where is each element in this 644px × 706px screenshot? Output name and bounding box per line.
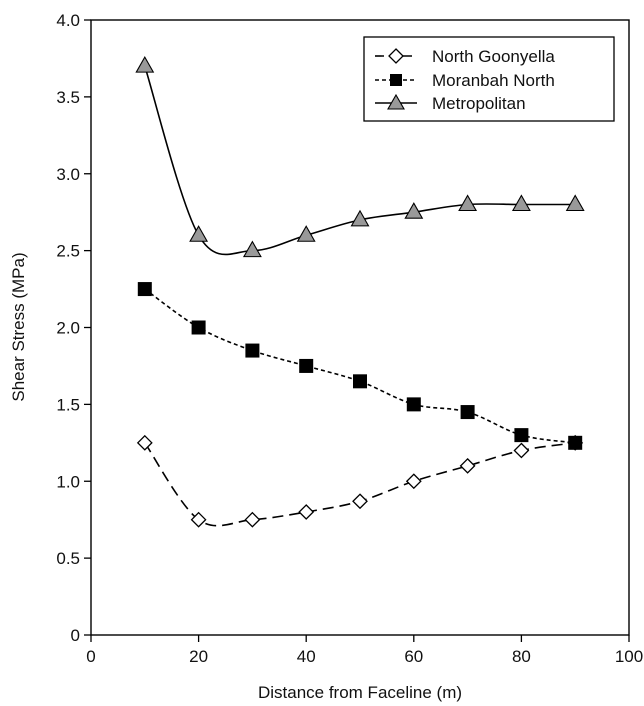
series-layer: [136, 57, 583, 527]
data-point: [461, 459, 475, 473]
data-point: [461, 405, 475, 419]
y-tick-label: 2.0: [56, 319, 80, 338]
y-tick-label: 3.0: [56, 165, 80, 184]
y-tick-label: 1.5: [56, 395, 80, 414]
data-point: [459, 196, 476, 211]
data-point: [138, 436, 152, 450]
y-tick-label: 2.5: [56, 242, 80, 261]
data-point: [138, 282, 152, 296]
series-moranbah-north: [138, 282, 582, 450]
data-point: [407, 397, 421, 411]
y-tick-label: 0.5: [56, 549, 80, 568]
x-axis-label: Distance from Faceline (m): [258, 683, 462, 702]
legend-label-metropolitan: Metropolitan: [432, 94, 526, 113]
x-tick-label: 80: [512, 647, 531, 666]
x-axis: 0 20 40 60 80 100: [86, 635, 643, 666]
y-axis: 0 0.5 1.0 1.5 2.0 2.5 3.0 3.5 4.0: [56, 11, 91, 645]
data-point: [192, 321, 206, 335]
series-line-moranbah-north: [145, 289, 575, 443]
x-tick-label: 20: [189, 647, 208, 666]
data-point: [245, 344, 259, 358]
data-point: [245, 513, 259, 527]
data-point: [513, 196, 530, 211]
data-point: [244, 242, 261, 257]
y-tick-label: 4.0: [56, 11, 80, 30]
x-tick-label: 0: [86, 647, 95, 666]
data-point: [567, 196, 584, 211]
data-point: [568, 436, 582, 450]
series-north-goonyella: [138, 436, 582, 527]
legend-label-moranbah-north: Moranbah North: [432, 71, 555, 90]
data-point: [299, 359, 313, 373]
x-tick-label: 40: [297, 647, 316, 666]
data-point: [190, 226, 207, 241]
legend-square-icon: [390, 74, 402, 86]
x-tick-label: 60: [404, 647, 423, 666]
data-point: [136, 57, 153, 72]
x-tick-label: 100: [615, 647, 643, 666]
data-point: [353, 494, 367, 508]
y-axis-label: Shear Stress (MPa): [9, 252, 28, 401]
data-point: [514, 428, 528, 442]
data-point: [299, 505, 313, 519]
legend-label-north-goonyella: North Goonyella: [432, 47, 555, 66]
y-tick-label: 3.5: [56, 88, 80, 107]
data-point: [407, 474, 421, 488]
y-tick-label: 0: [71, 626, 80, 645]
legend: North Goonyella Moranbah North Metropoli…: [364, 37, 614, 121]
y-tick-label: 1.0: [56, 472, 80, 491]
series-line-north-goonyella: [145, 443, 575, 526]
data-point: [353, 374, 367, 388]
data-point: [514, 444, 528, 458]
